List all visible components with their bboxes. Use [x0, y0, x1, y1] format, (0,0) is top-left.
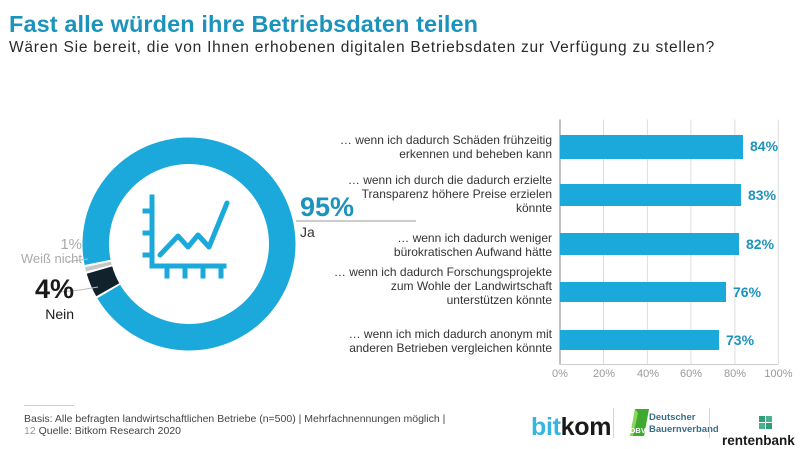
svg-text:DBV: DBV — [630, 426, 646, 435]
